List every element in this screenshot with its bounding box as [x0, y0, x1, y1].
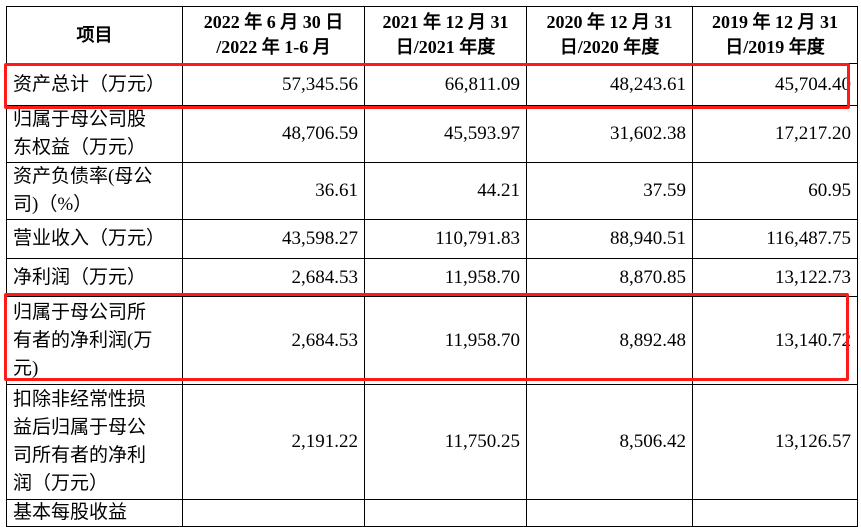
cell-value: 37.59 [526, 162, 693, 220]
header-2019: 2019 年 12 月 31 日/2019 年度 [692, 6, 858, 64]
table-row: 扣除非经常性损 益后归属于母公 司所有者的净利 润（万元） 2,191.22 11,7… [6, 384, 858, 500]
table-row: 资产负债率(母公 司)（%） 36.61 44.21 37.59 60.95 [6, 162, 858, 220]
table-row: 资产总计（万元） 57,345.56 66,811.09 48,243.61 4… [6, 63, 858, 106]
row-label: 资产负债率(母公 司)（%） [6, 162, 183, 220]
header-item: 项目 [6, 6, 183, 64]
table-row: 归属于母公司股 东权益（万元） 48,706.59 45,593.97 31,60… [6, 105, 858, 163]
cell-value: 48,243.61 [526, 63, 693, 106]
cell-value: 44.21 [364, 162, 527, 220]
cell-value: 88,940.51 [526, 219, 693, 259]
row-label: 营业收入（万元） [6, 219, 183, 259]
cell-value: 66,811.09 [364, 63, 527, 106]
header-2021: 2021 年 12 月 31 日/2021 年度 [364, 6, 527, 64]
cell-value: 45,704.40 [692, 63, 858, 106]
table-row-partial: 基本每股收益 [6, 499, 858, 527]
cell-value: 11,958.70 [364, 296, 527, 385]
cell-value: 2,191.22 [182, 384, 365, 500]
cell-value: 48,706.59 [182, 105, 365, 163]
cell-value: 2,684.53 [182, 258, 365, 297]
cell-value: 8,506.42 [526, 384, 693, 500]
row-label: 归属于母公司股 东权益（万元） [6, 105, 183, 163]
cell-value: 17,217.20 [692, 105, 858, 163]
header-2020: 2020 年 12 月 31 日/2020 年度 [526, 6, 693, 64]
cell-value: 116,487.75 [692, 219, 858, 259]
cell-value: 57,345.56 [182, 63, 365, 106]
cell-value: 13,122.73 [692, 258, 858, 297]
table-row: 净利润（万元） 2,684.53 11,958.70 8,870.85 13,1… [6, 258, 858, 297]
cell-value: 43,598.27 [182, 219, 365, 259]
cell-value: 31,602.38 [526, 105, 693, 163]
header-2022-h1: 2022 年 6 月 30 日/2022 年 1-6 月 [182, 6, 365, 64]
cell-value: 8,892.48 [526, 296, 693, 385]
cell-value: 11,750.25 [364, 384, 527, 500]
cell-value: 110,791.83 [364, 219, 527, 259]
cell-value: 8,870.85 [526, 258, 693, 297]
table-row: 营业收入（万元） 43,598.27 110,791.83 88,940.51 … [6, 219, 858, 259]
cell-value: 13,140.72 [692, 296, 858, 385]
cell-value: 2,684.53 [182, 296, 365, 385]
cell-value: 36.61 [182, 162, 365, 220]
row-label: 归属于母公司所 有者的净利润(万 元) [6, 296, 183, 385]
table-row: 归属于母公司所 有者的净利润(万 元) 2,684.53 11,958.70 8,8… [6, 296, 858, 385]
financial-summary-table: 项目 2022 年 6 月 30 日/2022 年 1-6 月 2021 年 1… [6, 6, 858, 527]
row-label: 净利润（万元） [6, 258, 183, 297]
cell-value: 45,593.97 [364, 105, 527, 163]
row-label-partial: 基本每股收益 [6, 499, 183, 527]
row-label: 资产总计（万元） [6, 63, 183, 106]
header-row: 项目 2022 年 6 月 30 日/2022 年 1-6 月 2021 年 1… [6, 6, 858, 64]
cell-value: 60.95 [692, 162, 858, 220]
cell-value: 13,126.57 [692, 384, 858, 500]
cell-value: 11,958.70 [364, 258, 527, 297]
row-label: 扣除非经常性损 益后归属于母公 司所有者的净利 润（万元） [6, 384, 183, 500]
